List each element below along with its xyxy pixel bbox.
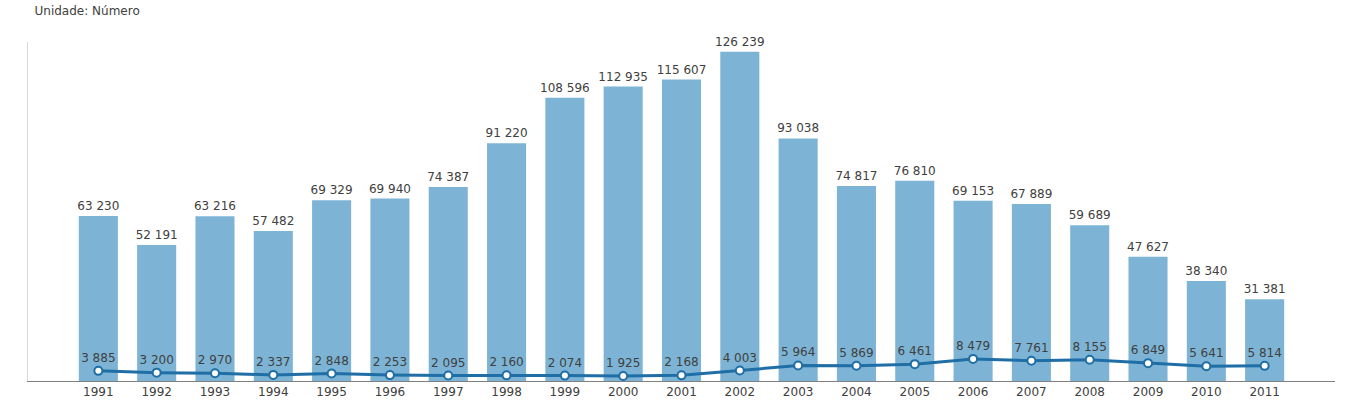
svg-text:1994: 1994	[258, 385, 289, 399]
svg-text:1995: 1995	[316, 385, 347, 399]
svg-text:93 038: 93 038	[777, 121, 819, 135]
svg-text:2 848: 2 848	[314, 354, 348, 368]
svg-text:5 869: 5 869	[839, 346, 873, 360]
svg-text:1999: 1999	[550, 385, 581, 399]
svg-text:2 337: 2 337	[256, 355, 290, 369]
svg-text:2 160: 2 160	[489, 355, 523, 369]
svg-text:47 627: 47 627	[1127, 240, 1169, 254]
svg-text:112 935: 112 935	[598, 70, 648, 84]
svg-text:1998: 1998	[491, 385, 522, 399]
svg-text:1992: 1992	[141, 385, 172, 399]
svg-text:2004: 2004	[841, 385, 872, 399]
svg-text:6 461: 6 461	[898, 344, 932, 358]
svg-text:59 689: 59 689	[1069, 208, 1111, 222]
svg-text:2 095: 2 095	[431, 356, 465, 370]
svg-text:3 885: 3 885	[81, 351, 115, 365]
svg-text:2008: 2008	[1074, 385, 1105, 399]
svg-text:1 925: 1 925	[606, 356, 640, 370]
svg-text:76 810: 76 810	[894, 164, 936, 178]
svg-text:5 964: 5 964	[781, 345, 815, 359]
svg-text:69 329: 69 329	[311, 183, 353, 197]
svg-text:2 253: 2 253	[373, 355, 407, 369]
svg-text:2 074: 2 074	[548, 356, 582, 370]
svg-text:2000: 2000	[608, 385, 639, 399]
svg-text:8 155: 8 155	[1073, 340, 1107, 354]
svg-text:57 482: 57 482	[252, 214, 294, 228]
svg-text:126 239: 126 239	[715, 35, 765, 49]
svg-text:1996: 1996	[375, 385, 406, 399]
svg-text:1997: 1997	[433, 385, 464, 399]
svg-text:67 889: 67 889	[1010, 187, 1052, 201]
svg-text:2006: 2006	[958, 385, 989, 399]
svg-text:91 220: 91 220	[486, 126, 528, 140]
svg-text:5 814: 5 814	[1247, 346, 1281, 360]
svg-text:2011: 2011	[1249, 385, 1280, 399]
svg-text:69 940: 69 940	[369, 182, 411, 196]
svg-text:2007: 2007	[1016, 385, 1047, 399]
svg-text:2 168: 2 168	[664, 355, 698, 369]
svg-text:6 849: 6 849	[1131, 343, 1165, 357]
svg-text:2003: 2003	[783, 385, 814, 399]
svg-text:115 607: 115 607	[657, 63, 707, 77]
svg-text:63 216: 63 216	[194, 199, 236, 213]
svg-text:2005: 2005	[899, 385, 930, 399]
svg-text:3 200: 3 200	[139, 353, 173, 367]
svg-text:4 003: 4 003	[723, 351, 757, 365]
svg-text:2009: 2009	[1133, 385, 1164, 399]
svg-text:38 340: 38 340	[1185, 264, 1227, 278]
svg-text:1991: 1991	[83, 385, 114, 399]
svg-text:74 817: 74 817	[835, 169, 877, 183]
svg-text:7 761: 7 761	[1014, 341, 1048, 355]
svg-text:2010: 2010	[1191, 385, 1222, 399]
svg-text:31 381: 31 381	[1244, 282, 1286, 296]
svg-text:2 970: 2 970	[198, 353, 232, 367]
svg-text:69 153: 69 153	[952, 184, 994, 198]
svg-text:63 230: 63 230	[77, 199, 119, 213]
svg-text:1993: 1993	[200, 385, 231, 399]
svg-text:Unidade: Número: Unidade: Número	[35, 4, 140, 18]
svg-text:74 387: 74 387	[427, 170, 469, 184]
svg-text:52 191: 52 191	[136, 228, 178, 242]
svg-text:108 596: 108 596	[540, 81, 590, 95]
svg-text:8 479: 8 479	[956, 339, 990, 353]
svg-text:5 641: 5 641	[1189, 346, 1223, 360]
svg-text:2001: 2001	[666, 385, 697, 399]
svg-text:2002: 2002	[725, 385, 756, 399]
